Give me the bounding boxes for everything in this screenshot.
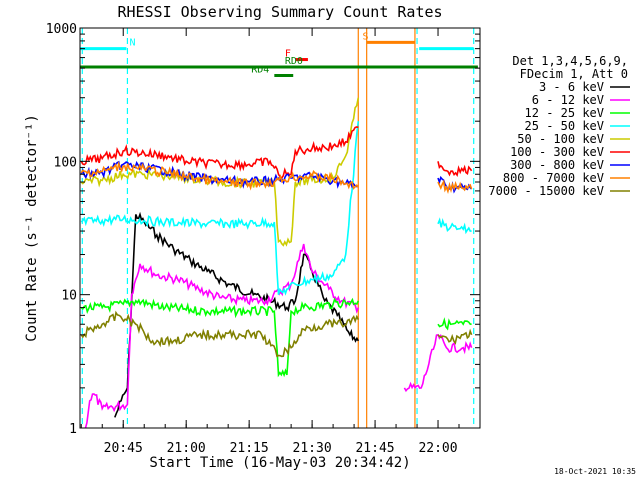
x-tick-label-1: 21:00 bbox=[167, 441, 206, 456]
x-axis-label: Start Time (16-May-03 20:34:42) bbox=[149, 455, 410, 471]
series-line-0 bbox=[114, 211, 359, 418]
legend-label-8: 7000 - 15000 keV bbox=[488, 184, 604, 198]
series-line-1 bbox=[84, 243, 473, 428]
flag-label-rd0: RD0 bbox=[285, 56, 303, 67]
legend-label-6: 300 - 800 keV bbox=[510, 158, 604, 172]
flag-label-f: F bbox=[285, 49, 291, 60]
flag-label-rd4: RD4 bbox=[251, 65, 269, 76]
series-line-2 bbox=[80, 297, 472, 378]
y-axis-label: Count Rate (s⁻¹ detector⁻¹) bbox=[24, 114, 40, 342]
series-line-5 bbox=[80, 126, 473, 180]
legend-label-3: 25 - 50 keV bbox=[525, 119, 604, 133]
series-line-8 bbox=[80, 310, 473, 358]
legend-header-0: Det 1,3,4,5,6,9, bbox=[512, 54, 628, 68]
chart-title: RHESSI Observing Summary Count Rates bbox=[117, 3, 442, 21]
y-tick-label-0: 1 bbox=[69, 422, 77, 437]
legend: Det 1,3,4,5,6,9,FDecim 1, Att 03 - 6 keV… bbox=[488, 54, 630, 198]
legend-label-4: 50 - 100 keV bbox=[517, 132, 604, 146]
plot-frame bbox=[79, 27, 481, 429]
x-axis: 20:45 21:00 21:15 21:30 21:45 22:00 bbox=[80, 28, 481, 456]
series-line-6 bbox=[80, 160, 473, 194]
legend-label-1: 6 - 12 keV bbox=[532, 93, 604, 107]
legend-label-2: 12 - 25 keV bbox=[525, 106, 604, 120]
x-tick-label-4: 21:45 bbox=[355, 441, 394, 456]
timestamp: 18-Oct-2021 10:35 bbox=[554, 467, 636, 476]
x-tick-label-5: 22:00 bbox=[418, 441, 457, 456]
legend-label-0: 3 - 6 keV bbox=[539, 80, 604, 94]
legend-label-5: 100 - 300 keV bbox=[510, 145, 604, 159]
y-tick-label-1: 10 bbox=[61, 289, 77, 304]
series-layer bbox=[80, 97, 473, 428]
x-tick-label-2: 21:15 bbox=[230, 441, 269, 456]
x-tick-label-0: 20:45 bbox=[104, 441, 143, 456]
series-line-3 bbox=[80, 121, 472, 296]
legend-header-1: FDecim 1, Att 0 bbox=[520, 67, 628, 81]
y-tick-label-3: 1000 bbox=[46, 22, 77, 37]
flag-label-s: S bbox=[362, 31, 368, 42]
series-line-7 bbox=[80, 160, 473, 195]
x-tick-label-3: 21:30 bbox=[293, 441, 332, 456]
y-tick-label-2: 100 bbox=[54, 155, 77, 170]
flag-label-n: N bbox=[130, 38, 136, 49]
legend-label-7: 800 - 7000 keV bbox=[503, 171, 604, 185]
vertical-lines bbox=[81, 28, 475, 428]
y-axis: 1 10 100 1000 bbox=[46, 22, 480, 437]
